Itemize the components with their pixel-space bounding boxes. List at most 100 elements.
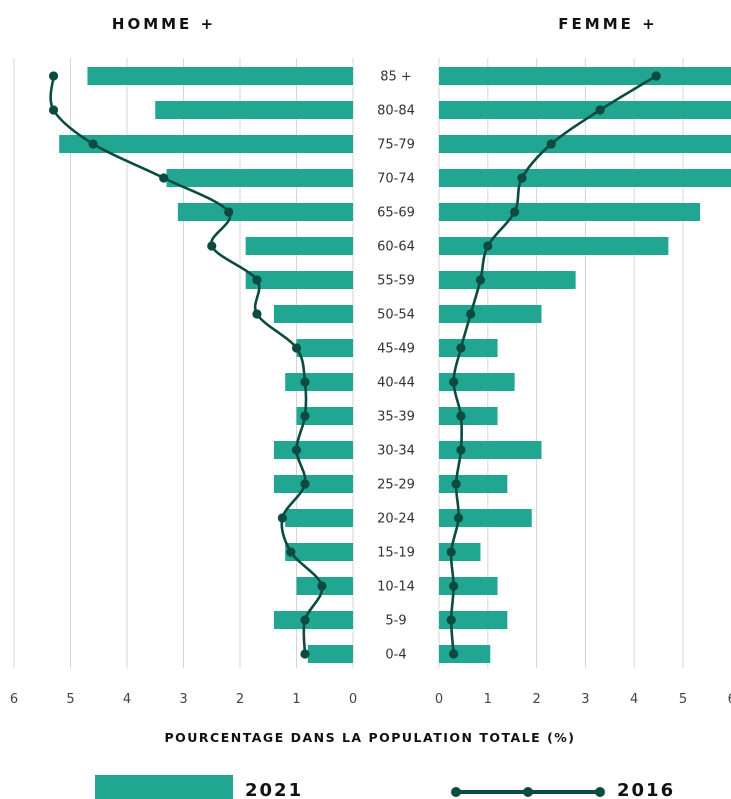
point-2016-femme [456,445,466,455]
bar-homme-75-79 [59,135,353,153]
bar-homme-30-34 [273,441,353,459]
bar-homme-55-59 [245,271,353,289]
category-label: 0-4 [385,648,406,663]
legend-swatch-2021 [95,775,233,799]
category-label: 15-19 [377,546,415,561]
category-label: 60-64 [377,240,415,255]
bar-femme-45-49 [439,339,498,357]
category-label: 40-44 [377,376,415,391]
point-2016-femme [456,411,466,421]
bar-homme-40-44 [285,373,353,391]
bar-homme-25-29 [273,475,353,493]
category-label: 85 + [380,70,412,85]
point-2016-homme [48,71,59,81]
point-2016-femme [449,377,459,387]
bar-femme-20-24 [439,509,532,527]
point-2016-homme [300,615,310,625]
point-2016-femme [449,649,459,659]
bar-femme-30-34 [439,441,542,459]
bar-homme-0-4 [307,645,353,663]
point-2016-femme [449,581,459,591]
point-2016-femme [451,479,461,489]
bar-femme-75-79 [439,135,731,153]
legend-label-2021: 2021 [245,780,303,799]
x-tick-left: 6 [10,692,18,707]
x-tick-right: 3 [581,692,589,707]
category-label: 80-84 [377,104,415,119]
bar-femme-55-59 [439,271,576,289]
age-category-labels: 85 + 80-84 75-79 70-74 65-69 60-64 55-59 50-54 4… [377,70,415,663]
legend-label-2016: 2016 [617,780,675,799]
category-label: 25-29 [377,478,415,493]
category-label: 10-14 [377,580,415,595]
x-axis-label: POURCENTAGE DANS LA POPULATION TOTALE (%… [164,730,575,745]
bar-homme-35-39 [296,407,353,425]
point-2016-femme [510,207,520,217]
category-label: 5-9 [385,614,406,629]
point-2016-femme [446,615,456,625]
x-tick-right: 6 [728,692,731,707]
bar-femme-25-29 [439,475,508,493]
category-label: 50-54 [377,308,415,323]
x-tick-right: 5 [679,692,687,707]
bar-femme-65-69 [439,203,701,221]
x-tick-left: 4 [123,692,131,707]
point-2016-homme [88,139,98,149]
bars-2021 [59,67,731,663]
point-2016-homme [291,343,302,353]
x-tick-left: 3 [179,692,187,707]
bar-femme-85 [439,67,731,85]
point-2016-homme [300,479,310,489]
point-2016-homme [300,377,310,387]
point-2016-femme [651,71,661,81]
x-tick-left: 1 [292,692,300,707]
bar-homme-85 [87,67,353,85]
category-label: 35-39 [377,410,415,425]
point-2016-homme [291,445,302,455]
bar-femme-35-39 [439,407,498,425]
point-2016-homme [252,275,262,285]
line-2016-homme [49,75,324,655]
category-label: 75-79 [377,138,415,153]
x-tick-labels: 0 0 1 1 2 2 3 3 4 4 5 5 6 6 [10,692,731,707]
category-label: 65-69 [377,206,415,221]
category-label: 70-74 [377,172,415,187]
right-panel-title: FEMME + [558,15,657,33]
x-tick-left: 0 [349,692,357,707]
legend-swatch-2016-marker-right [595,787,605,797]
x-tick-right: 0 [435,692,443,707]
point-2016-homme [300,411,310,421]
point-2016-homme [48,105,59,115]
category-label: 55-59 [377,274,415,289]
point-2016-femme [446,547,456,557]
bar-homme-45-49 [296,339,353,357]
lines-2016 [48,71,661,659]
bar-homme-5-9 [273,611,353,629]
x-tick-right: 4 [630,692,638,707]
x-tick-right: 1 [484,692,492,707]
bar-homme-80-84 [155,101,353,119]
point-2016-homme [207,241,217,251]
point-2016-homme [252,309,262,319]
bar-homme-50-54 [273,305,353,323]
point-2016-homme [300,649,310,659]
point-2016-femme [595,105,605,115]
bar-homme-20-24 [285,509,353,527]
x-tick-left: 5 [66,692,74,707]
legend: 2021 2016 [95,775,675,799]
bar-femme-50-54 [439,305,542,323]
point-2016-homme [159,173,169,183]
bar-femme-5-9 [439,611,508,629]
point-2016-femme [483,241,493,251]
legend-swatch-2016-marker-left [451,787,461,797]
point-2016-homme [277,513,287,523]
point-2016-homme [317,581,327,591]
bar-femme-10-14 [439,577,498,595]
left-panel-title: HOMME + [112,15,216,33]
point-2016-femme [466,309,476,319]
bar-homme-60-64 [245,237,353,255]
bar-femme-80-84 [439,101,731,119]
point-2016-femme [475,275,486,285]
point-2016-femme [546,139,556,149]
